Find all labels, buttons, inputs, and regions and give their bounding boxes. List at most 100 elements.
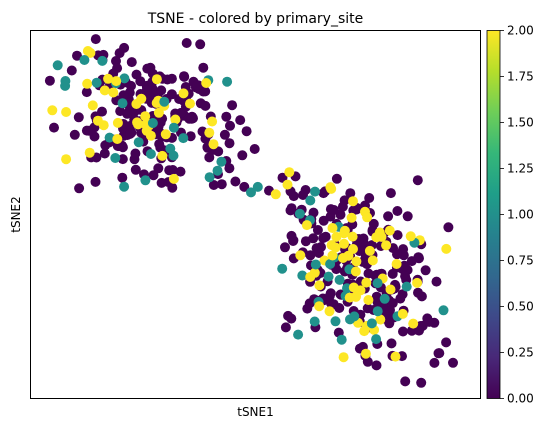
scatter-point: [225, 120, 235, 131]
scatter-point: [227, 100, 238, 111]
scatter-point: [97, 55, 108, 66]
plot-frame: [30, 30, 481, 399]
scatter-point: [162, 74, 173, 85]
scatter-point: [397, 308, 408, 319]
scatter-point: [280, 322, 291, 333]
scatter-point: [204, 152, 215, 163]
scatter-point: [135, 76, 146, 87]
scatter-point: [204, 172, 215, 183]
scatter-point: [185, 98, 195, 109]
scatter-point: [392, 230, 403, 241]
scatter-point: [400, 271, 411, 282]
scatter-point: [156, 85, 167, 96]
scatter-point: [186, 113, 197, 124]
scatter-point: [111, 76, 122, 87]
scatter-point: [387, 268, 398, 279]
scatter-point: [310, 259, 321, 270]
scatter-point: [126, 57, 137, 68]
scatter-point: [330, 242, 341, 253]
scatter-point: [344, 292, 355, 303]
scatter-point: [400, 376, 411, 387]
scatter-point: [282, 179, 293, 190]
scatter-point: [371, 334, 382, 345]
scatter-point: [286, 230, 297, 241]
scatter-point: [371, 360, 382, 371]
scatter-point: [99, 85, 110, 96]
scatter-point: [309, 316, 320, 327]
scatter-point: [72, 50, 82, 61]
scatter-point: [331, 231, 342, 242]
scatter-point: [383, 211, 394, 222]
scatter-point: [82, 46, 93, 56]
scatter-point: [362, 212, 373, 223]
scatter-point: [74, 183, 85, 194]
scatter-point: [314, 280, 325, 291]
scatter-point: [81, 87, 92, 98]
scatter-point: [320, 231, 331, 242]
scatter-point: [98, 120, 109, 131]
scatter-point: [298, 190, 308, 200]
scatter-point: [338, 253, 348, 263]
scatter-point: [305, 250, 316, 261]
scatter-point: [431, 276, 442, 287]
scatter-point: [66, 65, 77, 76]
scatter-point: [201, 78, 212, 88]
scatter-point: [175, 166, 186, 177]
scatter-point: [371, 291, 382, 302]
scatter-points: [44, 34, 458, 388]
scatter-point: [301, 220, 312, 231]
x-axis-label: tSNE1: [237, 405, 274, 419]
scatter-point: [305, 272, 316, 282]
scatter-point: [422, 313, 433, 324]
scatter-point: [345, 314, 355, 325]
scatter-point: [288, 191, 299, 202]
scatter-point: [329, 205, 339, 215]
scatter-point: [61, 154, 72, 165]
colorbar-tick-label: 1.00: [507, 208, 534, 222]
scatter-point: [363, 295, 374, 305]
scatter-point: [280, 242, 290, 253]
scatter-point: [119, 73, 130, 84]
scatter-point: [160, 129, 171, 140]
scatter-point: [117, 154, 128, 165]
scatter-point: [331, 173, 342, 184]
scatter-point: [216, 179, 227, 190]
scatter-point: [398, 326, 408, 337]
scatter-point: [141, 125, 152, 136]
scatter-point: [327, 250, 338, 261]
scatter-point: [181, 38, 192, 48]
scatter-point: [338, 352, 349, 363]
scatter-point: [153, 107, 164, 118]
scatter-point: [392, 206, 403, 216]
scatter-point: [386, 338, 397, 349]
scatter-point: [49, 122, 59, 133]
scatter-point: [90, 34, 101, 45]
scatter-point: [361, 277, 372, 288]
scatter-point: [412, 277, 423, 288]
scatter-point: [297, 270, 308, 281]
scatter-point: [112, 134, 123, 144]
y-axis-label: tSNE2: [9, 196, 23, 233]
scatter-point: [178, 133, 189, 144]
scatter-point: [112, 117, 123, 128]
scatter-point: [334, 274, 345, 285]
scatter-point: [130, 164, 141, 175]
scatter-point: [277, 172, 288, 183]
scatter-point: [350, 266, 361, 277]
scatter-point: [348, 196, 358, 207]
scatter-point: [168, 150, 179, 161]
chart-title: TSNE - colored by primary_site: [147, 11, 364, 27]
scatter-point: [178, 88, 189, 99]
scatter-point: [166, 89, 177, 100]
scatter-point: [330, 316, 341, 327]
scatter-point: [145, 62, 156, 73]
colorbar-tick-label: 0.25: [507, 346, 534, 360]
scatter-point: [195, 39, 206, 50]
scatter-point: [339, 195, 350, 206]
scatter-point: [207, 116, 218, 127]
scatter-point: [310, 186, 320, 197]
scatter-point: [326, 183, 337, 194]
scatter-point: [249, 144, 260, 154]
scatter-point: [154, 139, 165, 149]
